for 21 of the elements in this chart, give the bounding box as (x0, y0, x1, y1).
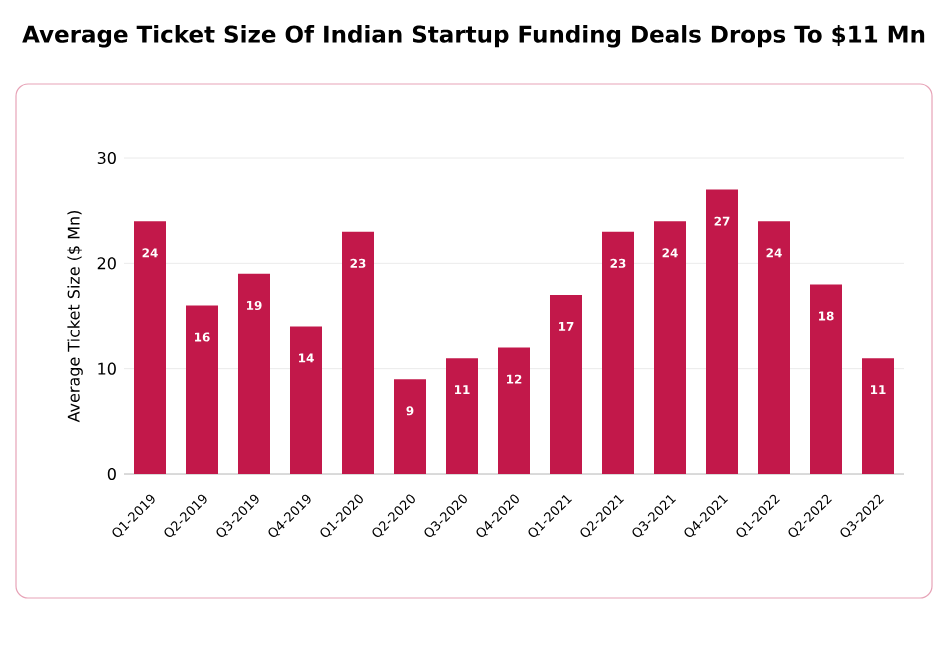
y-tick-label: 20 (97, 257, 116, 270)
bar (446, 358, 478, 474)
bar (342, 231, 374, 474)
bar (602, 231, 634, 474)
chart-title: Average Ticket Size Of Indian Startup Funding Deals Drops To $11 Mn (22, 25, 925, 48)
y-tick-label: 0 (107, 467, 116, 481)
y-tick-label: 30 (97, 151, 116, 165)
bar (862, 358, 894, 474)
bar (758, 221, 790, 474)
bar (550, 294, 582, 474)
bar (498, 347, 530, 474)
bar (186, 305, 218, 474)
bar (290, 326, 322, 474)
bar (394, 379, 426, 474)
bar (238, 273, 270, 474)
bar (810, 284, 842, 474)
bar (706, 189, 738, 474)
bar (654, 221, 687, 474)
y-axis-title: Average Ticket Size ($ Mn) (67, 210, 83, 423)
bar (134, 221, 166, 474)
y-tick-label: 10 (98, 362, 116, 375)
